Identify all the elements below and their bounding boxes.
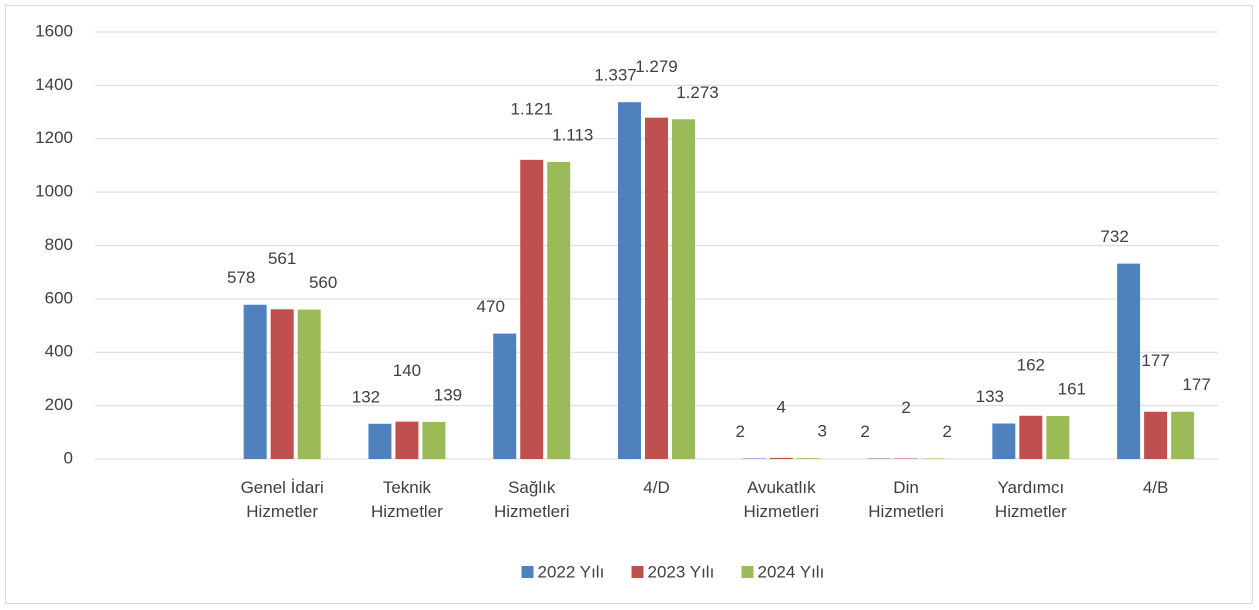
x-tick-line: Sağlık [508,478,556,497]
value-label: 732 [1100,227,1128,246]
value-label: 470 [477,297,505,316]
y-tick-label: 1000 [35,182,73,201]
x-tick-line: Teknik [383,478,432,497]
bar [1046,416,1070,459]
x-tick-line: 4/D [643,478,669,497]
bar [520,159,544,459]
value-label: 140 [393,361,421,380]
x-tick-line: Yardımcı [997,478,1064,497]
value-label: 561 [268,249,296,268]
bar [395,421,419,459]
bar [867,458,891,459]
value-label: 177 [1182,375,1210,394]
x-tick-label: Teknik Hizmetler [371,478,443,521]
x-tick-label: Genel İdari Hizmetler [241,478,324,521]
value-label: 560 [309,273,337,292]
legend-swatch [521,566,534,578]
legend-swatch [631,566,644,578]
bar [1117,263,1141,459]
bar [297,309,321,459]
y-tick-label: 1400 [35,75,73,94]
y-tick-label: 1200 [35,128,73,147]
legend-swatch [741,566,754,578]
x-tick-label: 4/B [1143,478,1169,497]
value-label: 177 [1141,351,1169,370]
bar [618,102,641,460]
x-tick-line: Din [893,478,919,497]
value-label: 1.121 [510,99,553,118]
x-tick-label: Avukatlık Hizmetleri [743,478,819,521]
x-tick-line: Avukatlık [747,478,816,497]
bar [796,458,820,459]
value-label: 2 [860,422,869,441]
x-tick-line: Hizmetleri [743,502,819,521]
y-tick-label: 1600 [35,21,73,40]
bar [422,421,446,459]
bar [243,304,267,459]
bar [645,117,668,460]
value-label: 1.279 [635,57,678,76]
value-label: 161 [1058,380,1086,399]
value-label: 2 [901,398,910,417]
bar [672,119,695,459]
bar [493,333,517,459]
value-label: 1.273 [676,83,719,102]
x-tick-line: Hizmetleri [494,502,570,521]
value-label: 162 [1017,355,1045,374]
bar [921,458,945,459]
x-tick-line: 4/B [1143,478,1169,497]
value-label: 2 [942,422,951,441]
bar [992,423,1016,459]
bar [742,458,766,459]
x-tick-label: Yardımcı Hizmetler [995,478,1067,521]
bar [1144,411,1168,459]
x-tick-line: Hizmetleri [868,502,944,521]
bar [547,161,571,459]
x-tick-label: Din Hizmetleri [868,478,944,521]
y-tick-label: 0 [64,448,73,467]
y-tick-label: 800 [45,235,73,254]
bar [1171,411,1195,459]
y-tick-label: 200 [45,395,73,414]
legend-label: 2024 Yılı [758,562,825,581]
value-label: 1.337 [594,66,637,85]
value-label: 4 [777,397,786,416]
legend-label: 2023 Yılı [648,562,715,581]
y-tick-label: 400 [45,342,73,361]
value-label: 2 [736,422,745,441]
bar [1019,415,1043,459]
x-tick-line: Genel İdari [241,478,324,497]
value-label: 139 [434,385,462,404]
value-label: 132 [352,387,380,406]
x-tick-line: Hizmetler [371,502,443,521]
bar [270,309,294,459]
x-tick-line: Hizmetler [995,502,1067,521]
y-tick-label: 600 [45,288,73,307]
x-tick-label: Sağlık Hizmetleri [494,478,570,521]
legend-label: 2022 Yılı [538,562,605,581]
value-label: 578 [227,268,255,287]
bar [368,423,392,459]
bar [894,458,918,459]
value-label: 133 [976,387,1004,406]
bar [769,457,793,459]
value-label: 1.113 [552,125,593,144]
x-tick-line: Hizmetler [246,502,318,521]
x-tick-label: 4/D [643,478,669,497]
value-label: 3 [818,422,827,441]
